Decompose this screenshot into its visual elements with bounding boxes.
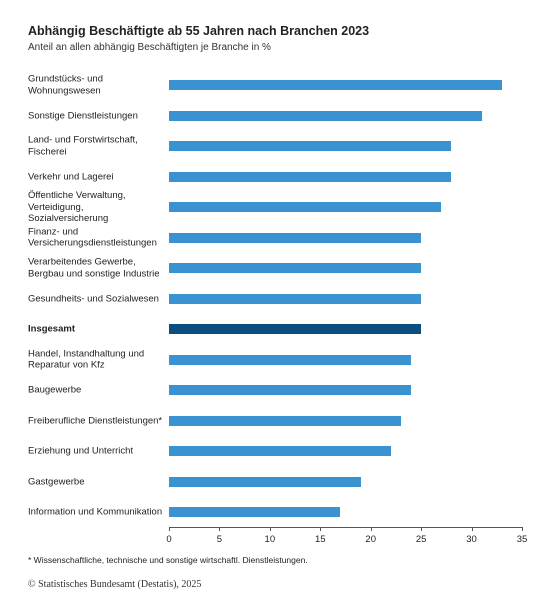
source: © Statistisches Bundesamt (Destatis), 20… bbox=[28, 579, 202, 590]
chart-title: Abhängig Beschäftigte ab 55 Jahren nach … bbox=[28, 24, 370, 38]
category-label: Land- und Forstwirtschaft, Fischerei bbox=[28, 134, 138, 158]
x-tick-label: 0 bbox=[166, 534, 172, 545]
tick-mark bbox=[421, 527, 423, 531]
x-tick-label: 10 bbox=[264, 534, 276, 545]
bar bbox=[169, 385, 412, 395]
tick-mark bbox=[169, 527, 170, 531]
x-tick-label: 25 bbox=[415, 534, 427, 545]
bar bbox=[169, 263, 422, 273]
bar bbox=[169, 354, 412, 365]
category-label: Verkehr und Lagerei bbox=[28, 170, 114, 182]
tick-mark bbox=[471, 527, 473, 531]
x-tick-label: 30 bbox=[466, 534, 477, 545]
tick-mark bbox=[370, 527, 372, 531]
x-axis bbox=[169, 527, 522, 528]
x-tick-label: 20 bbox=[365, 534, 376, 545]
bar bbox=[169, 293, 422, 304]
category-label: Baugewerbe bbox=[28, 384, 82, 396]
category-label: Sonstige Dienstleistungen bbox=[28, 109, 138, 121]
category-label: Verarbeitendes Gewerbe, Bergbau und sons… bbox=[28, 256, 160, 280]
category-label: Insgesamt bbox=[28, 323, 75, 335]
bar bbox=[169, 476, 361, 487]
bar bbox=[169, 202, 442, 212]
category-label: Information und Kommunikation bbox=[28, 506, 163, 518]
tick-mark bbox=[269, 527, 271, 531]
bar bbox=[169, 232, 422, 243]
bar bbox=[169, 446, 391, 456]
tick-mark bbox=[219, 527, 221, 531]
bar bbox=[169, 171, 452, 182]
category-label: Gesundheits- und Sozialwesen bbox=[28, 292, 159, 304]
tick-mark bbox=[522, 527, 523, 531]
category-label: Gastgewerbe bbox=[28, 475, 85, 487]
bar bbox=[169, 110, 482, 121]
category-label: Freiberufliche Dienstleistungen* bbox=[28, 414, 163, 426]
category-label: Öffentliche Verwaltung, Verteidigung, So… bbox=[28, 189, 126, 224]
bar bbox=[169, 507, 341, 517]
bar bbox=[169, 415, 401, 426]
bar bbox=[169, 324, 422, 334]
bar bbox=[169, 141, 452, 151]
tick-mark bbox=[320, 527, 322, 531]
category-label: Finanz- und Versicherungsdienstleistunge… bbox=[28, 226, 157, 249]
category-label: Handel, Instandhaltung und Reparatur von… bbox=[28, 348, 145, 371]
x-tick-label: 35 bbox=[516, 534, 528, 545]
x-tick-label: 15 bbox=[314, 534, 326, 545]
x-tick-label: 5 bbox=[216, 534, 223, 545]
category-label: Erziehung und Unterricht bbox=[28, 445, 134, 457]
footnote: * Wissenschaftliche, technische und sons… bbox=[28, 555, 308, 565]
bar bbox=[169, 80, 502, 90]
chart-subtitle: Anteil an allen abhängig Beschäftigten j… bbox=[28, 42, 271, 53]
category-label: Grundstücks- und Wohnungswesen bbox=[28, 73, 103, 97]
